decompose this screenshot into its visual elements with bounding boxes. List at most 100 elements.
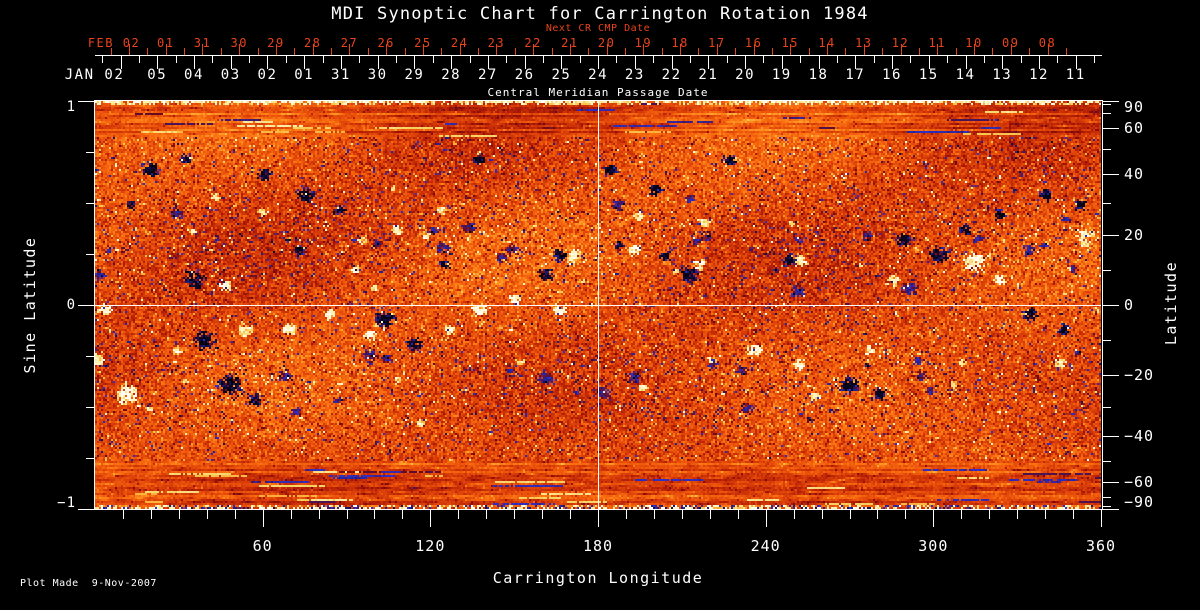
axis-tick — [1039, 56, 1040, 69]
axis-tick — [86, 458, 95, 459]
axis-tick — [873, 56, 875, 63]
red-date-tick-label: 24 — [450, 36, 469, 50]
sine-latitude-tick-label: 0 — [66, 297, 76, 313]
axis-tick — [698, 48, 700, 55]
axis-tick — [285, 56, 287, 63]
white-date-tick-label: JAN 02 — [64, 67, 125, 83]
axis-tick — [836, 56, 838, 63]
axis-tick — [763, 56, 765, 63]
axis-tick — [1102, 128, 1119, 130]
axis-tick — [1102, 340, 1111, 342]
axis-tick — [598, 56, 600, 69]
axis-tick — [765, 510, 767, 527]
longitude-tick-label: 60 — [252, 537, 273, 555]
axis-tick — [193, 56, 195, 69]
axis-tick — [86, 203, 95, 204]
latitude-tick-label: −20 — [1124, 365, 1155, 384]
white-date-tick-label: 05 — [147, 67, 168, 83]
axis-tick — [965, 56, 967, 69]
axis-tick — [122, 510, 124, 519]
axis-tick — [961, 510, 963, 519]
white-date-tick-label: 04 — [184, 67, 204, 83]
axis-tick — [1002, 56, 1004, 69]
axis-tick — [818, 56, 820, 69]
plot-made-timestamp: Plot Made 9-Nov-2007 — [20, 578, 157, 589]
axis-tick — [184, 48, 186, 55]
white-date-tick-label: 28 — [441, 67, 462, 83]
white-date-tick-label: 30 — [367, 67, 388, 83]
white-date-tick-label: 15 — [918, 67, 939, 83]
crosshair-horizontal — [95, 305, 1101, 306]
axis-tick — [1065, 48, 1067, 55]
axis-tick — [569, 44, 571, 55]
axis-tick — [900, 44, 902, 55]
carrington-longitude-axis-label: Carrington Longitude — [492, 569, 704, 587]
axis-tick — [827, 44, 829, 55]
axis-tick — [1020, 56, 1022, 63]
axis-tick — [294, 48, 296, 55]
white-date-tick-label: 12 — [1029, 67, 1049, 83]
sine-latitude-tick-label: 1 — [66, 99, 76, 115]
axis-tick — [78, 101, 95, 102]
red-date-tick-label: 21 — [561, 36, 579, 50]
axis-tick — [165, 44, 167, 55]
red-date-tick-label: 16 — [744, 36, 763, 50]
axis-tick — [624, 48, 626, 55]
axis-tick — [745, 56, 747, 69]
red-date-tick-label: 19 — [634, 36, 653, 50]
axis-tick — [422, 44, 424, 55]
axis-tick — [1045, 510, 1047, 519]
axis-tick — [402, 510, 404, 519]
axis-tick — [496, 44, 498, 55]
longitude-tick-label: 360 — [1085, 537, 1117, 555]
axis-tick — [716, 44, 718, 55]
axis-tick — [404, 48, 406, 55]
axis-tick — [974, 44, 976, 55]
axis-tick — [793, 510, 795, 519]
axis-tick — [86, 407, 95, 408]
axis-tick — [150, 510, 152, 519]
axis-tick — [671, 56, 673, 69]
longitude-tick-label: 120 — [415, 537, 446, 555]
axis-tick — [514, 510, 516, 519]
axis-tick — [1102, 113, 1111, 115]
axis-tick — [561, 56, 563, 69]
axis-tick — [414, 56, 416, 69]
axis-tick — [983, 56, 985, 63]
white-date-tick-label: 19 — [771, 67, 792, 83]
axis-tick — [790, 44, 792, 55]
axis-tick — [1102, 505, 1111, 507]
axis-tick — [396, 56, 398, 63]
axis-tick — [1029, 48, 1031, 55]
axis-tick — [681, 510, 683, 519]
axis-tick — [709, 510, 711, 519]
latitude-tick-label: −90 — [1124, 493, 1155, 511]
red-date-tick-label: 11 — [928, 36, 946, 50]
axis-tick — [1047, 44, 1049, 55]
white-date-tick-label: 01 — [294, 67, 315, 83]
red-date-tick-label: 17 — [708, 36, 726, 50]
red-date-tick-label: 20 — [597, 36, 616, 50]
axis-tick — [230, 56, 232, 69]
axis-tick — [800, 56, 802, 63]
chart-title: MDI Synoptic Chart for Carrington Rotati… — [331, 4, 869, 24]
axis-tick — [726, 56, 728, 63]
axis-tick — [1102, 104, 1111, 106]
axis-tick — [78, 509, 95, 510]
axis-tick — [955, 48, 957, 55]
red-date-tick-label: 23 — [487, 36, 506, 50]
axis-tick — [808, 48, 810, 55]
longitude-tick-label: 300 — [918, 537, 949, 555]
axis-tick — [643, 44, 645, 55]
axis-tick — [533, 44, 535, 55]
axis-tick — [661, 48, 663, 55]
latitude-tick-label: 60 — [1124, 119, 1145, 138]
axis-tick — [735, 48, 737, 55]
red-date-tick-label: 01 — [157, 36, 175, 50]
axis-tick — [1102, 461, 1111, 463]
axis-tick — [689, 56, 691, 63]
red-date-tick-label: 31 — [193, 36, 212, 50]
axis-tick — [331, 48, 333, 55]
latitude-tick-label: −40 — [1124, 427, 1155, 446]
axis-tick — [542, 510, 544, 519]
